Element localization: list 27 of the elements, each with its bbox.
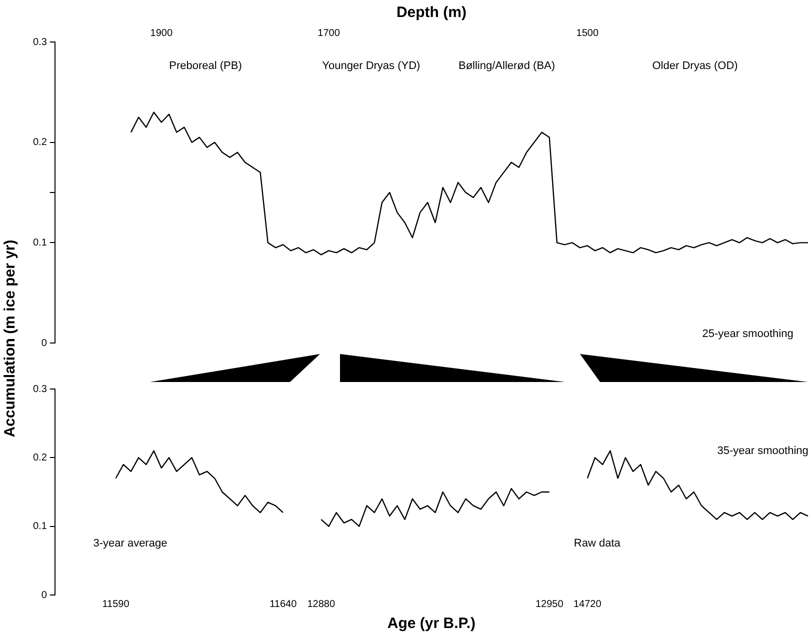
x-tick-label: 11590 xyxy=(102,598,130,610)
annotation: 3-year average xyxy=(93,538,168,550)
y-axis-title: Accumulation (m ice per yr) xyxy=(2,238,18,440)
y-tick-label: 0.2 xyxy=(32,137,48,148)
x-axis-title: Depth (m) xyxy=(396,4,466,22)
annotation: Raw data xyxy=(574,538,622,550)
y-tick-label: 0.3 xyxy=(32,384,48,395)
annotation: Older Dryas (OD) xyxy=(652,60,738,72)
x-axis-title: Age (yr B.P.) xyxy=(387,615,476,632)
x-tick-label: 12950 xyxy=(535,598,564,610)
x-tick-label: 12880 xyxy=(307,598,336,610)
annotation: Younger Dryas (YD) xyxy=(322,60,420,72)
y-tick-label: 0.3 xyxy=(32,36,48,48)
y-tick-label: 0.1 xyxy=(32,521,48,532)
annotation: Preboreal (PB) xyxy=(169,60,242,72)
x-tick-label: 1500 xyxy=(576,28,599,39)
annotation: Bølling/Allerød (BA) xyxy=(458,60,556,72)
x-tick-label: 11640 xyxy=(270,598,298,610)
y-tick-label: 0 xyxy=(41,338,48,349)
y-tick-label: 0.2 xyxy=(32,452,48,464)
x-tick-label: 14720 xyxy=(573,598,602,610)
x-tick-label: 1900 xyxy=(150,28,173,39)
x-tick-label: 1700 xyxy=(318,28,340,39)
y-tick-label: 0.1 xyxy=(32,237,48,248)
annotation: 35-year smoothing xyxy=(717,444,808,457)
y-tick-label: 0 xyxy=(41,590,48,601)
annotation: 25-year smoothing xyxy=(702,328,794,340)
